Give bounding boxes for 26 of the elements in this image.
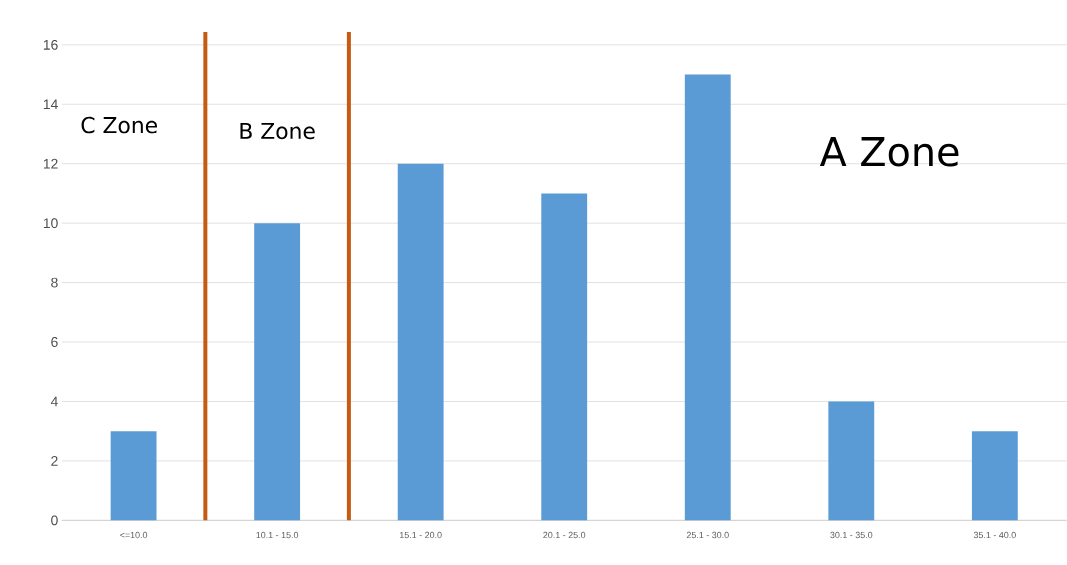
y-tick-label: 0	[51, 515, 58, 526]
bar	[110, 431, 157, 521]
y-tick-label: 8	[51, 277, 58, 288]
y-tick-label: 16	[43, 39, 58, 50]
y-tick-label: 4	[50, 396, 58, 407]
y-tick-label: 2	[51, 455, 58, 466]
y-tick-label: 14	[43, 99, 58, 109]
annotation: A Zone	[819, 136, 959, 167]
x-tick-label: 10.1 - 15.0	[256, 531, 299, 539]
bar	[254, 223, 301, 521]
bar	[971, 431, 1018, 521]
y-tick-label: 10	[43, 218, 58, 228]
bar	[828, 401, 875, 521]
y-tick-label: 6	[51, 337, 58, 347]
x-tick-label: 25.1 - 30.0	[686, 531, 729, 539]
x-tick-label: 30.1 - 35.0	[830, 531, 873, 539]
x-tick-label: 35.1 - 40.0	[973, 531, 1016, 539]
x-tick-label: 20.1 - 25.0	[543, 531, 586, 539]
annotation: B Zone	[240, 122, 315, 140]
x-tick-label: <=10.0	[120, 531, 148, 539]
bar	[684, 74, 731, 521]
x-tick-label: 15.1 - 20.0	[399, 531, 442, 539]
annotation: C Zone	[81, 116, 157, 134]
bar	[541, 193, 588, 521]
bar	[397, 163, 444, 521]
y-tick-label: 12	[43, 158, 58, 169]
